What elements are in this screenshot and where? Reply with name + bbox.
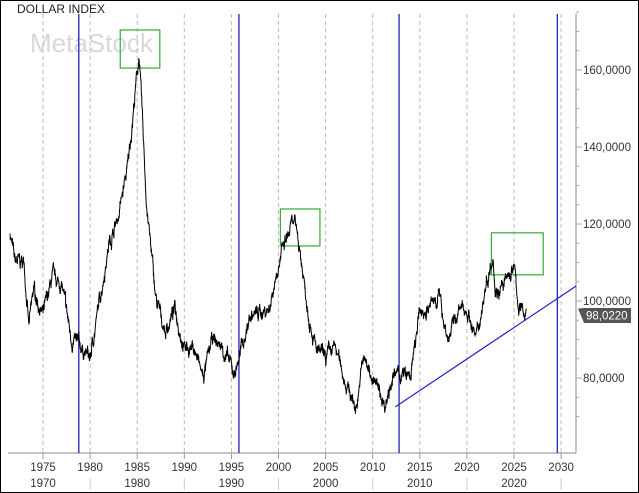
x-tick-label: 2010 xyxy=(360,462,386,474)
trendline xyxy=(394,285,577,408)
y-tick-label: 80,0000 xyxy=(583,373,625,385)
decade-label: 2020 xyxy=(501,478,527,490)
price-line xyxy=(9,57,527,414)
decade-label: 2000 xyxy=(313,478,339,490)
x-tick-label: 1995 xyxy=(219,462,245,474)
y-tick-label: 120,0000 xyxy=(583,219,631,231)
last-value-tag xyxy=(578,308,631,323)
x-tick-label: 2025 xyxy=(501,462,527,474)
x-tick-label: 1990 xyxy=(172,462,198,474)
watermark-logo: MetaStock xyxy=(30,28,154,58)
x-tick-label: 2015 xyxy=(407,462,433,474)
highlight-box xyxy=(490,232,544,276)
x-tick-label: 2000 xyxy=(266,462,292,474)
highlight-box xyxy=(279,208,321,247)
x-tick-label: 1980 xyxy=(77,462,103,474)
last-value-label: 98,0220 xyxy=(586,311,628,323)
x-tick-label: 1985 xyxy=(124,462,150,474)
decade-label: 2010 xyxy=(407,478,433,490)
x-tick-label: 2020 xyxy=(454,462,480,474)
y-tick-label: 140,0000 xyxy=(583,142,631,154)
x-tick-label: 2030 xyxy=(548,462,574,474)
decade-label: 1980 xyxy=(124,478,150,490)
chart-title: DOLLAR INDEX xyxy=(17,2,106,16)
y-tick-label: 100,0000 xyxy=(583,296,631,308)
x-tick-label: 1975 xyxy=(30,462,56,474)
x-tick-label: 2005 xyxy=(313,462,339,474)
decade-label: 1970 xyxy=(30,478,56,490)
decade-label: 1990 xyxy=(219,478,245,490)
y-tick-label: 160,0000 xyxy=(583,65,631,77)
